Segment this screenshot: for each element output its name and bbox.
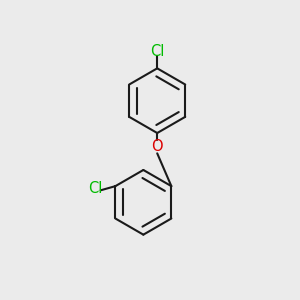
Text: Cl: Cl (88, 181, 102, 196)
Text: Cl: Cl (150, 44, 164, 59)
Text: O: O (152, 140, 163, 154)
